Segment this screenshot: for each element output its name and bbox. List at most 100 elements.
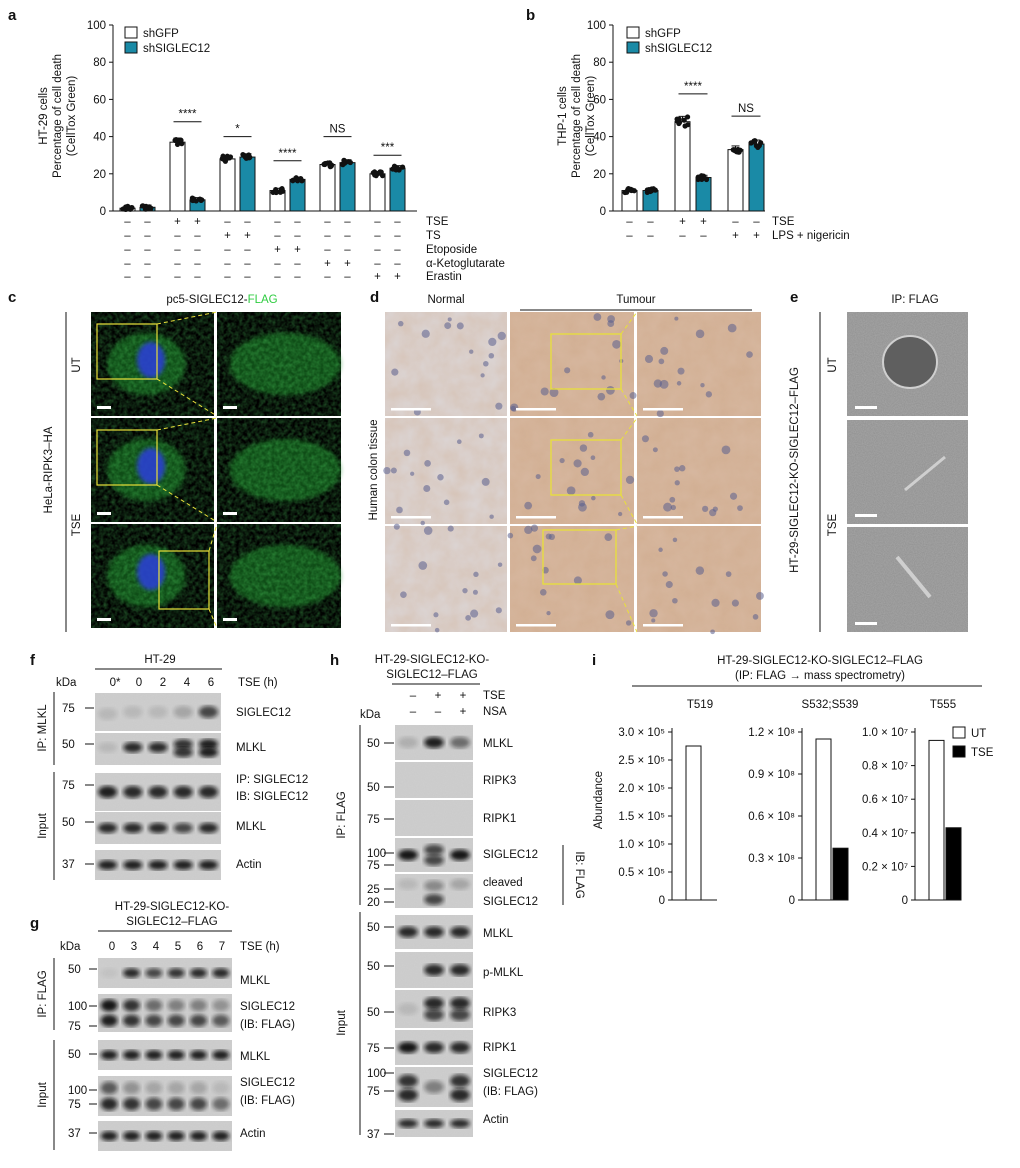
blot-band [173,739,193,750]
scale-bar [516,408,556,411]
site-label: T555 [930,699,956,711]
blot-band [190,999,207,1012]
legend-swatch-shsiglec12 [626,41,640,54]
y-tick-label: 0.5 × 10⁵ [618,867,665,879]
condition-mark: – [274,230,281,242]
condition-mark: – [144,216,151,228]
nucleus-stain [418,561,428,570]
blot-label: SIGLEC12 [483,849,538,861]
nucleus-stain [542,566,549,574]
data-point [756,143,762,149]
kda-marker: 50 [367,1007,380,1019]
nucleus-stain [658,547,663,552]
condition-mark: – [679,230,686,242]
fibril [895,555,932,599]
condition-mark: – [410,690,417,702]
lane-label: 4 [153,941,160,953]
panel-c-row-tse: TSE [71,513,83,536]
kda-marker: 75 [367,860,380,872]
panel-letter-h: h [330,652,339,669]
condition-mark: + [244,230,251,242]
y-tick-label: 0 [902,895,908,907]
nucleus-stain [546,611,551,616]
ihc-texture [385,526,507,632]
condition-mark: + [374,271,381,283]
scale-bar [391,516,431,519]
blot-band [123,968,140,978]
panel-c-title-flag: FLAG [248,294,278,306]
blot-label: p-MLKL [483,967,524,979]
nucleus-stain [746,351,753,358]
condition-mark: – [194,244,201,256]
nucleus-stain [729,492,738,500]
y-tick-label: 0.4 × 10⁷ [862,828,908,840]
kda-marker: 50 [68,1049,81,1061]
condition-mark: – [174,258,181,270]
panel-g-lane-title: TSE (h) [240,941,280,953]
condition-mark: – [244,271,251,283]
legend-swatch-tse [952,745,966,758]
lane-label: 5 [175,941,181,953]
nucleus-stain [672,537,678,543]
zoom-line [156,484,218,523]
nucleus [137,448,165,484]
legend-swatch-ut [952,726,966,739]
blot-band [398,926,418,938]
kda-marker: 50 [367,961,380,973]
condition-label: TS [426,230,441,242]
y-tick-label: 0.6 × 10⁸ [748,811,795,823]
y-tick-label: 20 [93,169,106,181]
zoom-box [542,529,617,585]
blot-band [100,1014,118,1027]
panel-c-title: pc5-SIGLEC12-FLAG [166,294,277,306]
data-point [143,206,150,212]
blot-label: Actin [240,1128,266,1140]
blot-band [100,1097,118,1111]
blot-band [398,1002,418,1016]
panel-a-ylabel-line3: (CellTox Green) [66,76,78,157]
blot-band [145,1050,163,1060]
scale-bar [643,624,683,627]
data-point [322,161,328,168]
blot-band [398,1119,418,1128]
aggregate [882,335,938,389]
condition-mark: – [224,258,231,270]
scale-bar [516,516,556,519]
nucleus-stain [721,445,731,455]
panel-a-ylabel: HT-29 cells Percentage of cell death (Ce… [38,54,78,178]
nucleus-stain [695,566,705,575]
blot-band [123,860,143,870]
blot-band [424,1041,444,1054]
blot-band [198,705,218,719]
condition-mark: – [244,258,251,270]
y-tick-label: 60 [93,94,106,106]
blot-band [398,878,418,890]
blot-band [148,742,168,753]
panel-a-ylabel-line2: Percentage of cell death [52,54,64,178]
panel-a-chart: HT-29 cells Percentage of cell death (Ce… [38,20,505,283]
lane-label: 0* [110,677,121,689]
em-texture [847,527,968,632]
condition-mark: – [274,216,281,228]
nucleus-stain [469,349,474,354]
condition-mark: – [394,244,401,256]
significance-label: **** [179,109,197,121]
blot-band [450,1008,470,1021]
panel-i-chart: HT-29-SIGLEC12-KO-SIGLEC12–FLAG (IP: FLA… [593,655,994,907]
nucleus-stain [495,402,503,410]
condition-mark: – [274,271,281,283]
significance-label: **** [684,81,702,93]
blot-label: SIGLEC12 [483,896,538,908]
zoom-line [208,523,218,552]
nucleus-stain [456,439,462,445]
nucleus-stain [437,473,444,481]
blot-band [98,742,118,753]
y-tick-label: 80 [93,57,106,69]
nucleus-stain [535,474,541,480]
data-point [140,203,146,209]
kda-marker: 50 [68,964,81,976]
y-tick-label: 1.2 × 10⁸ [748,727,795,739]
y-tick-label: 0 [600,206,606,218]
blot-band [212,968,230,978]
nucleus-stain [580,467,589,477]
